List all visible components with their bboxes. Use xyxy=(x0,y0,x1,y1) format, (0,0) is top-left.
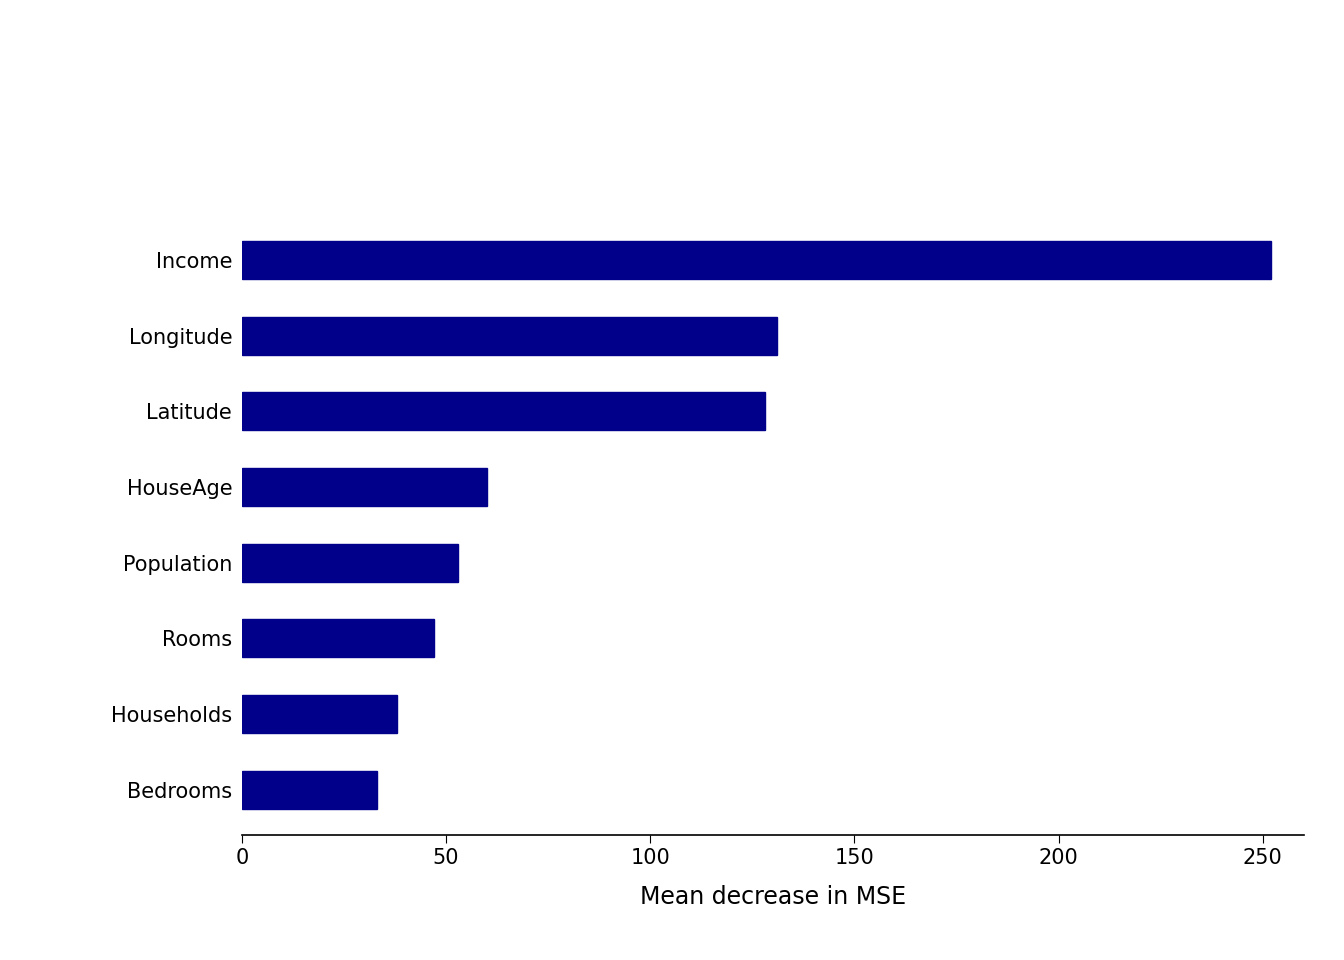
Bar xyxy=(242,771,376,808)
Bar xyxy=(242,543,458,582)
Bar xyxy=(242,317,777,354)
Bar xyxy=(242,468,487,506)
Bar xyxy=(242,393,765,430)
Bar xyxy=(242,241,1271,278)
Bar xyxy=(242,619,434,658)
X-axis label: Mean decrease in MSE: Mean decrease in MSE xyxy=(640,885,906,909)
Bar xyxy=(242,695,396,733)
